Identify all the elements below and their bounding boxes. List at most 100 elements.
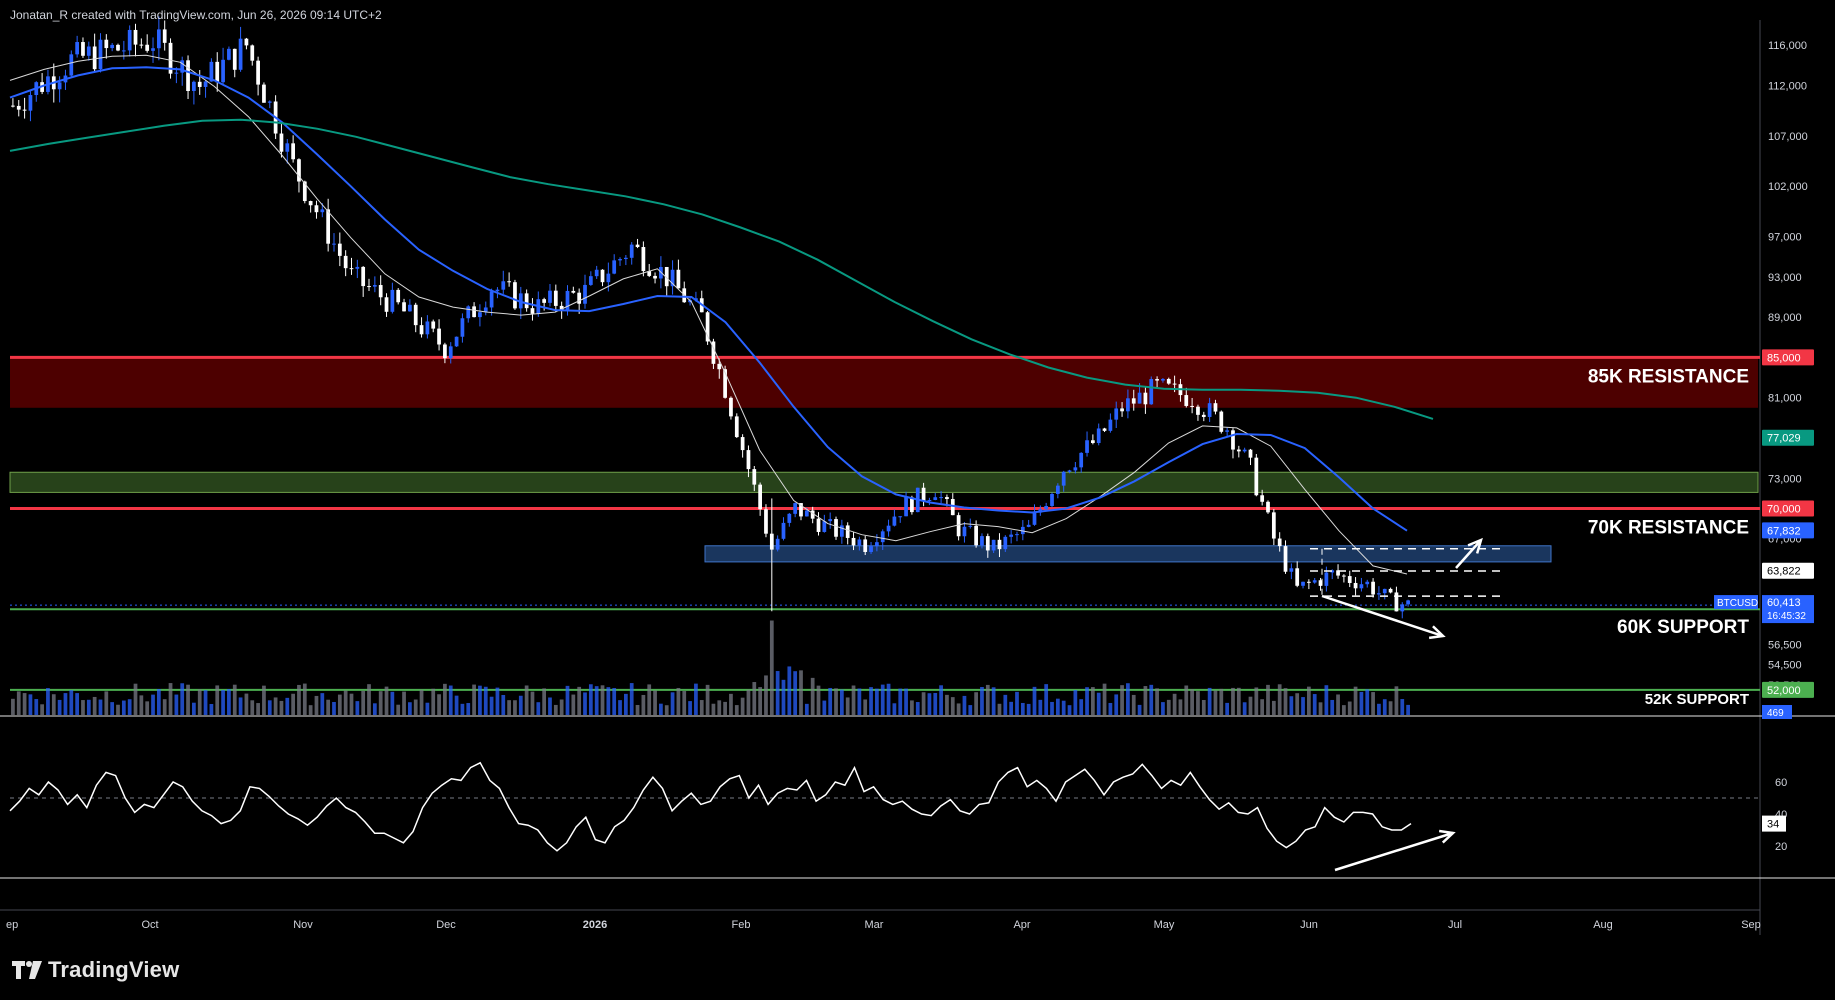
rsi-badge bbox=[1762, 815, 1786, 832]
candle-body bbox=[1050, 493, 1054, 506]
bounce-arrow-head bbox=[1467, 537, 1483, 554]
volume-bar bbox=[186, 684, 190, 715]
volume-bar bbox=[355, 701, 360, 715]
volume-bar bbox=[980, 686, 984, 715]
candle-body bbox=[267, 101, 272, 103]
candle-body bbox=[670, 269, 675, 287]
candle-body bbox=[1242, 449, 1247, 452]
volume-bar bbox=[349, 693, 354, 715]
volume-bar bbox=[793, 671, 798, 715]
volume-bar bbox=[1342, 705, 1346, 715]
price-tick-label: 116,000 bbox=[1768, 40, 1807, 52]
candle-body bbox=[139, 44, 144, 46]
volume-bar bbox=[764, 675, 768, 715]
candle-body bbox=[472, 306, 476, 318]
volume-bar bbox=[110, 702, 115, 715]
volume-bar bbox=[705, 684, 710, 715]
volume-bar bbox=[653, 690, 657, 715]
volume-bar bbox=[1301, 697, 1305, 715]
level-label: 60K SUPPORT bbox=[1617, 617, 1749, 638]
volume-bar bbox=[985, 684, 990, 715]
volume-bar bbox=[623, 693, 628, 715]
candle-body bbox=[1394, 592, 1399, 612]
volume-bar bbox=[11, 698, 15, 715]
volume-bar bbox=[635, 704, 640, 715]
volume-bar bbox=[612, 688, 617, 715]
volume-bar bbox=[933, 692, 938, 715]
volume-bar bbox=[57, 699, 62, 715]
candle-body bbox=[145, 44, 150, 51]
price-axis: 116,000 112,000 107,000 102,000 97,000 93,000… bbox=[1768, 40, 1808, 692]
price-tick-label: 112,000 bbox=[1768, 80, 1807, 92]
candle-body bbox=[1003, 536, 1008, 550]
volume-bar bbox=[746, 689, 751, 715]
volume-bar bbox=[898, 688, 903, 715]
volume-bar bbox=[227, 689, 231, 715]
volume-bar bbox=[787, 666, 792, 715]
candle-body bbox=[553, 290, 558, 306]
candle-body bbox=[1342, 575, 1346, 577]
candle-body bbox=[1166, 378, 1171, 384]
volume-bar bbox=[86, 699, 91, 715]
candle-body bbox=[571, 290, 576, 293]
time-tick-label: May bbox=[1154, 919, 1175, 931]
volume-bar bbox=[1236, 687, 1241, 715]
price-badge-label: 67,832 bbox=[1767, 525, 1801, 537]
candle-body bbox=[1155, 379, 1159, 381]
candle-body bbox=[927, 499, 932, 501]
candle-body bbox=[151, 48, 155, 51]
volume-bar bbox=[1365, 689, 1370, 715]
candle-body bbox=[1295, 568, 1300, 586]
volume-bar bbox=[769, 620, 774, 715]
volume-bar bbox=[664, 705, 669, 715]
volume-bar bbox=[454, 695, 459, 715]
volume-bar bbox=[104, 691, 109, 715]
candle-body bbox=[752, 469, 757, 485]
candle-body bbox=[75, 42, 80, 55]
horizontal-levels bbox=[10, 355, 1760, 691]
candle-body bbox=[203, 81, 208, 87]
candle-body bbox=[1061, 471, 1066, 486]
volume-bar bbox=[1085, 687, 1089, 715]
zones bbox=[9, 357, 1759, 563]
time-tick-label: Feb bbox=[732, 919, 751, 931]
candle-body bbox=[974, 525, 978, 546]
volume-bar bbox=[962, 695, 967, 715]
volume-bar bbox=[279, 700, 284, 715]
candle-body bbox=[1120, 408, 1124, 412]
candle-body bbox=[530, 308, 535, 314]
volume-bar bbox=[1207, 687, 1212, 715]
candle-body bbox=[180, 60, 185, 73]
volume-bar bbox=[863, 699, 868, 715]
candle-body bbox=[1324, 572, 1329, 586]
candle-body bbox=[332, 243, 336, 245]
volume-bar bbox=[1155, 688, 1159, 715]
candle-body bbox=[565, 290, 570, 310]
volume-bar bbox=[22, 693, 27, 715]
volume-bar bbox=[1213, 690, 1218, 715]
volume-bar bbox=[180, 683, 185, 715]
candle-body bbox=[828, 519, 833, 522]
volume-bar bbox=[472, 684, 476, 715]
candle-body bbox=[1190, 405, 1194, 407]
candle-body bbox=[1126, 398, 1130, 412]
volume-bar bbox=[1120, 685, 1124, 715]
price-lower-low-arrow bbox=[1321, 594, 1444, 638]
volume-bar bbox=[571, 694, 576, 715]
candles bbox=[11, 16, 1410, 619]
candle-body bbox=[775, 538, 780, 550]
tradingview-logo[interactable]: TradingView bbox=[12, 957, 179, 983]
volume-bar bbox=[69, 690, 74, 715]
volume-bar bbox=[267, 700, 272, 715]
volume-bar bbox=[1382, 699, 1387, 715]
candle-body bbox=[542, 299, 547, 303]
volume-bar bbox=[46, 688, 50, 715]
volume-bar bbox=[1347, 701, 1352, 715]
tradingview-logo-icon bbox=[12, 961, 42, 979]
candle-body bbox=[250, 45, 255, 61]
volume-bar bbox=[1359, 691, 1364, 715]
volume-bar bbox=[880, 684, 885, 715]
volume-bar bbox=[425, 702, 430, 715]
volume-bar bbox=[588, 684, 593, 715]
